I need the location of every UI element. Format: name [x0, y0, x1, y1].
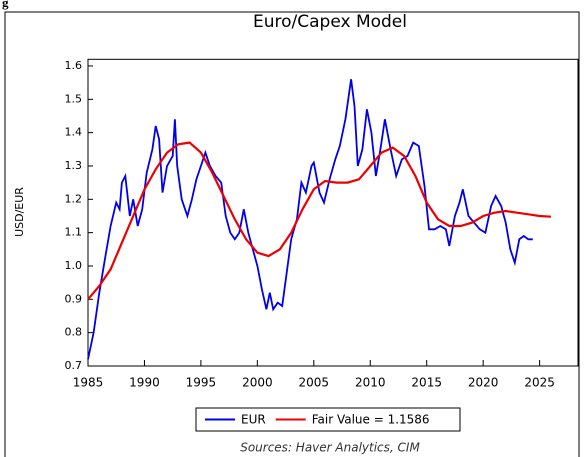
x-tick-label: 2010	[355, 376, 386, 390]
chart-title: Euro/Capex Model	[253, 12, 407, 32]
legend-box	[195, 407, 461, 432]
frame	[4, 11, 580, 457]
y-tick-label: 1.1	[65, 226, 83, 239]
x-tick-label: 1995	[186, 376, 217, 390]
x-tick-label: 2005	[299, 376, 330, 390]
x-tick-label: 2025	[524, 376, 555, 390]
y-tick-label: 1.5	[65, 92, 83, 105]
legend-label: EUR	[241, 413, 266, 427]
x-tick-label: 1990	[129, 376, 160, 390]
y-tick-label: 1.6	[65, 59, 83, 72]
y-tick-label: 0.8	[65, 326, 83, 339]
x-tick-label: 1985	[73, 376, 104, 390]
y-tick-label: 0.9	[65, 292, 83, 305]
y-tick-label: 1.4	[65, 126, 83, 139]
y-tick-label: 0.7	[65, 359, 83, 372]
y-axis-label: USD/EUR	[13, 187, 26, 237]
legend-label: Fair Value = 1.1586	[312, 413, 430, 427]
x-tick-label: 2020	[468, 376, 499, 390]
series-line	[87, 79, 533, 360]
series-line	[87, 141, 551, 301]
corner-text: g	[2, 0, 9, 10]
y-tick-label: 1.3	[65, 159, 83, 172]
x-tick-label: 2000	[242, 376, 273, 390]
y-tick-label: 1.2	[65, 192, 83, 205]
plot-area	[87, 58, 579, 367]
source: Sources: Haver Analytics, CIM	[240, 441, 420, 455]
y-tick-label: 1.0	[65, 259, 83, 272]
x-tick-label: 2015	[411, 376, 442, 390]
